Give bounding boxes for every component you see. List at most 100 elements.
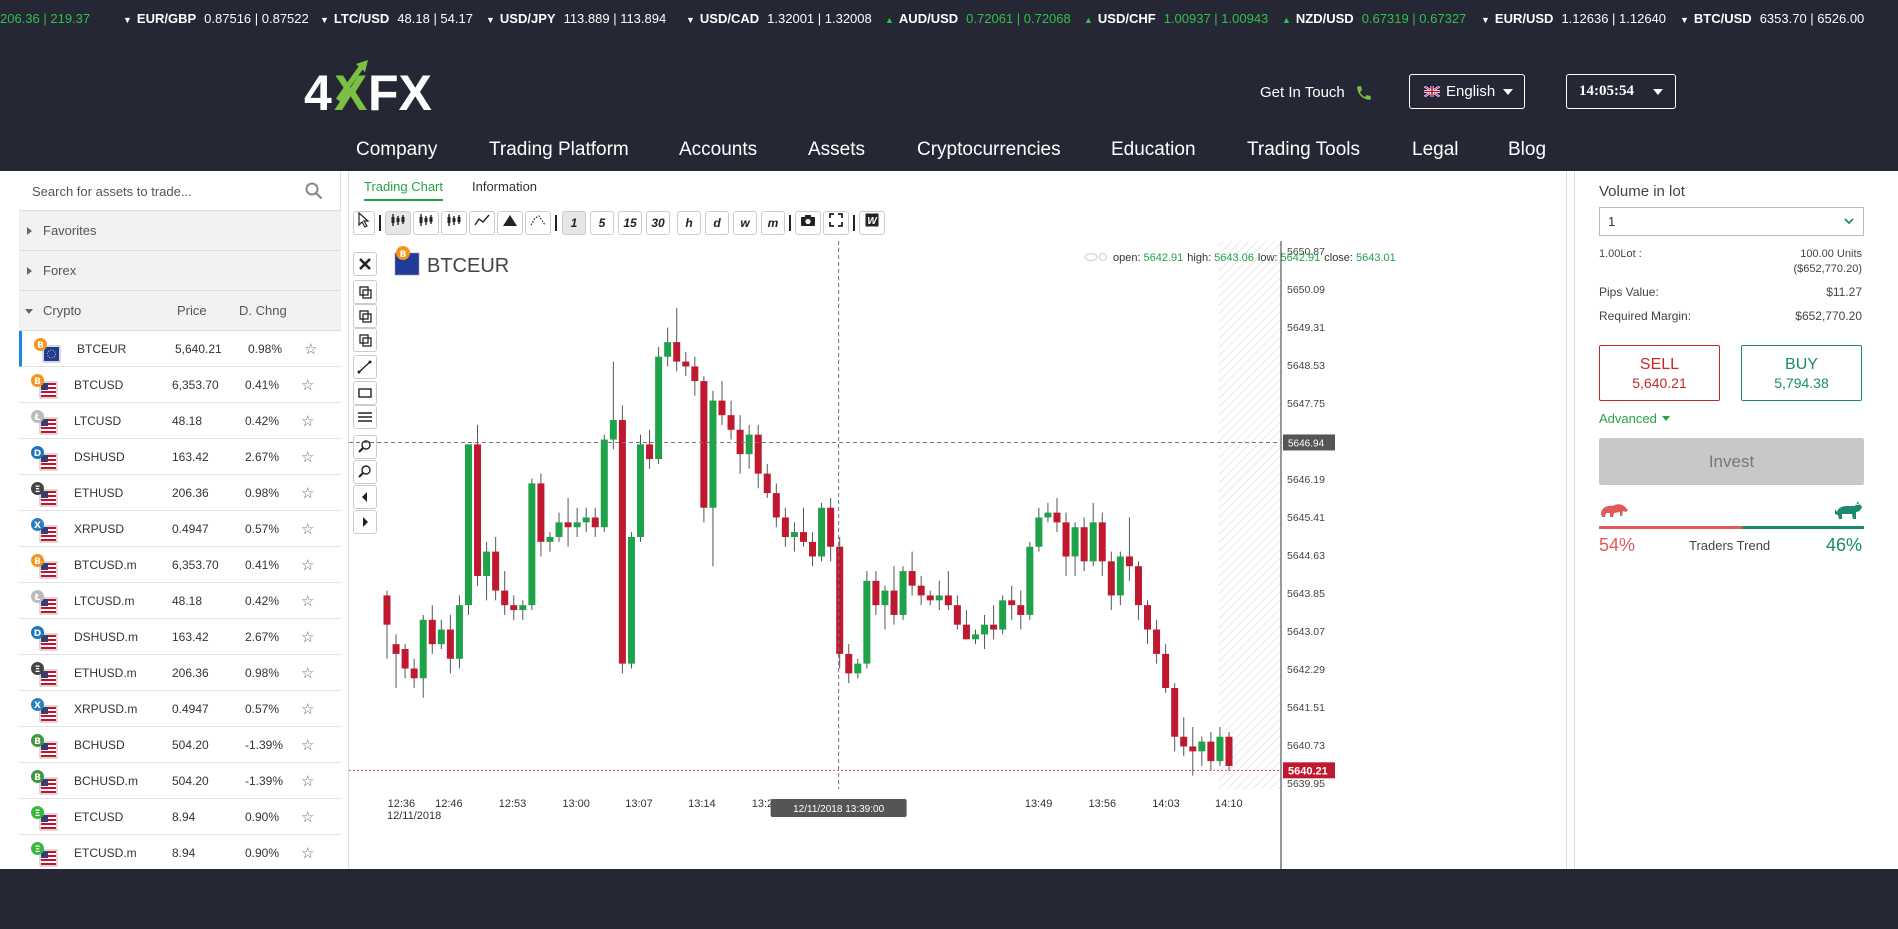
group-crypto[interactable]: Crypto Price D. Chng (19, 291, 341, 331)
rectangle-tool-icon[interactable] (353, 381, 377, 405)
star-icon[interactable]: ☆ (304, 341, 318, 358)
nav-accounts[interactable]: Accounts (679, 139, 758, 160)
star-icon[interactable]: ☆ (301, 737, 315, 754)
get-in-touch-link[interactable]: Get In Touch (1260, 82, 1373, 104)
invest-button[interactable]: Invest (1599, 438, 1864, 485)
timeframe-15[interactable]: 15 (618, 211, 642, 235)
scroll-right-icon[interactable] (353, 510, 377, 534)
star-icon[interactable]: ☆ (301, 521, 315, 538)
asset-row-etcusd-m[interactable]: Ξ ETCUSD.m 8.94 0.90% ☆ (19, 835, 341, 871)
nav-trading-tools[interactable]: Trading Tools (1247, 139, 1361, 160)
star-icon[interactable]: ☆ (301, 449, 315, 466)
timeframe-1[interactable]: 1 (562, 211, 586, 235)
star-icon[interactable]: ☆ (301, 629, 315, 646)
asset-name: LTCUSD.m (74, 594, 135, 608)
nav-company[interactable]: Company (356, 139, 438, 160)
eye-icon[interactable] (1084, 253, 1107, 261)
nav-legal[interactable]: Legal (1412, 139, 1459, 160)
y-tick-label: 5641.51 (1287, 702, 1325, 714)
asset-row-ethusd-m[interactable]: Ξ ETHUSD.m 206.36 0.98% ☆ (19, 655, 341, 691)
group-forex[interactable]: Forex (19, 251, 341, 291)
timeframe-30[interactable]: 30 (646, 211, 670, 235)
nav-cryptocurrencies[interactable]: Cryptocurrencies (917, 139, 1061, 160)
buy-button[interactable]: BUY 5,794.38 (1741, 345, 1862, 401)
candle (555, 512, 563, 542)
cursor-icon[interactable] (353, 211, 375, 235)
star-icon[interactable]: ☆ (301, 377, 315, 394)
volume-select[interactable]: 1 (1599, 207, 1864, 236)
crosshair-time: 12/11/2018 13:39:00 (793, 804, 884, 815)
trend-line-icon[interactable] (353, 355, 377, 379)
star-icon[interactable]: ☆ (301, 809, 315, 826)
y-tick-label: 5649.31 (1287, 322, 1325, 334)
group-favorites[interactable]: Favorites (19, 211, 341, 251)
tab-trading-chart[interactable]: Trading Chart (364, 179, 443, 201)
star-icon[interactable]: ☆ (301, 845, 315, 862)
candles-icon[interactable] (385, 211, 411, 235)
timeframe-w[interactable]: w (733, 211, 757, 235)
language-selector[interactable]: English (1409, 74, 1525, 109)
asset-row-etcusd[interactable]: Ξ ETCUSD 8.94 0.90% ☆ (19, 799, 341, 835)
asset-row-ltcusd-m[interactable]: Ł LTCUSD.m 48.18 0.42% ☆ (19, 583, 341, 619)
nav-education[interactable]: Education (1111, 139, 1196, 160)
star-icon[interactable]: ☆ (301, 665, 315, 682)
4xfx-logo[interactable]: 4 X FX (304, 60, 454, 120)
ohlc-bars-icon[interactable] (413, 211, 439, 235)
area-chart-icon[interactable] (497, 211, 523, 235)
star-icon[interactable]: ☆ (301, 557, 315, 574)
candle (790, 522, 798, 552)
asset-row-ltcusd[interactable]: Ł LTCUSD 48.18 0.42% ☆ (19, 403, 341, 439)
candle (990, 605, 998, 640)
candle (1107, 551, 1115, 611)
asset-row-xrpusd[interactable]: X XRPUSD 0.4947 0.57% ☆ (19, 511, 341, 547)
watermark-icon[interactable]: W (859, 211, 885, 235)
fullscreen-icon[interactable] (823, 211, 849, 235)
hlc-bars-icon[interactable] (441, 211, 467, 235)
advanced-toggle[interactable]: Advanced (1599, 411, 1670, 426)
asset-row-bchusd[interactable]: B BCHUSD 504.20 -1.39% ☆ (19, 727, 341, 763)
star-icon[interactable]: ☆ (301, 485, 315, 502)
asset-change: 0.98% (245, 486, 280, 500)
nav-assets[interactable]: Assets (808, 139, 866, 160)
clone-tool-icon[interactable] (353, 328, 377, 352)
camera-icon[interactable] (795, 211, 821, 235)
zoom-in-icon[interactable] (353, 435, 377, 459)
close-icon[interactable] (353, 252, 377, 276)
buy-label: BUY (1785, 356, 1818, 373)
ticker-value: 1.32001 | 1.32008 (767, 11, 872, 26)
zoom-out-icon[interactable] (353, 460, 377, 484)
select-tool-icon[interactable] (353, 280, 377, 304)
candle (410, 658, 418, 688)
star-icon[interactable]: ☆ (301, 413, 315, 430)
line-chart-icon[interactable] (469, 211, 495, 235)
asset-row-btceur[interactable]: B BTCEUR 5,640.21 0.98% ☆ (19, 331, 341, 367)
asset-row-bchusd-m[interactable]: B BCHUSD.m 504.20 -1.39% ☆ (19, 763, 341, 799)
fibonacci-tool-icon[interactable] (353, 405, 377, 429)
star-icon[interactable]: ☆ (301, 773, 315, 790)
asset-row-ethusd[interactable]: Ξ ETHUSD 206.36 0.98% ☆ (19, 475, 341, 511)
timeframe-d[interactable]: d (705, 211, 729, 235)
percent-tool-icon[interactable] (353, 304, 377, 328)
star-icon[interactable]: ☆ (301, 593, 315, 610)
nav-blog[interactable]: Blog (1508, 139, 1547, 160)
asset-row-btcusd-m[interactable]: B BTCUSD.m 6,353.70 0.41% ☆ (19, 547, 341, 583)
dots-chart-icon[interactable] (525, 211, 551, 235)
asset-row-btcusd[interactable]: B BTCUSD 6,353.70 0.41% ☆ (19, 367, 341, 403)
x-date-label: 12/11/2018 (387, 810, 441, 822)
scroll-left-icon[interactable] (353, 485, 377, 509)
price-chart[interactable]: 5650.87 5650.09 5649.31 5648.53 5647.75 5646.… (349, 241, 1565, 869)
timeframe-h[interactable]: h (677, 211, 701, 235)
timeframe-5[interactable]: 5 (590, 211, 614, 235)
nav-trading-platform[interactable]: Trading Platform (489, 139, 629, 160)
asset-row-dshusd[interactable]: D DSHUSD 163.42 2.67% ☆ (19, 439, 341, 475)
tab-information[interactable]: Information (472, 179, 538, 194)
search-icon[interactable] (305, 182, 323, 200)
sell-button[interactable]: SELL 5,640.21 (1599, 345, 1720, 401)
time-selector[interactable]: 14:05:54 (1566, 74, 1676, 109)
svg-text:Ξ: Ξ (35, 665, 41, 675)
asset-search-input[interactable] (19, 171, 299, 211)
star-icon[interactable]: ☆ (301, 701, 315, 718)
timeframe-m[interactable]: m (761, 211, 785, 235)
asset-row-xrpusd-m[interactable]: X XRPUSD.m 0.4947 0.57% ☆ (19, 691, 341, 727)
asset-row-dshusd-m[interactable]: D DSHUSD.m 163.42 2.67% ☆ (19, 619, 341, 655)
